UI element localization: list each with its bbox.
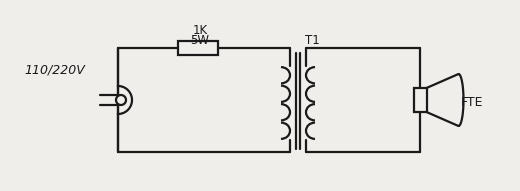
Text: T1: T1	[305, 33, 319, 46]
Text: 5W: 5W	[190, 35, 210, 48]
Circle shape	[116, 95, 126, 105]
Text: 110/220V: 110/220V	[24, 63, 85, 77]
Text: 1K: 1K	[192, 23, 207, 36]
Bar	[413, 88, 426, 112]
Bar	[178, 41, 218, 55]
Text: FTE: FTE	[461, 96, 483, 108]
